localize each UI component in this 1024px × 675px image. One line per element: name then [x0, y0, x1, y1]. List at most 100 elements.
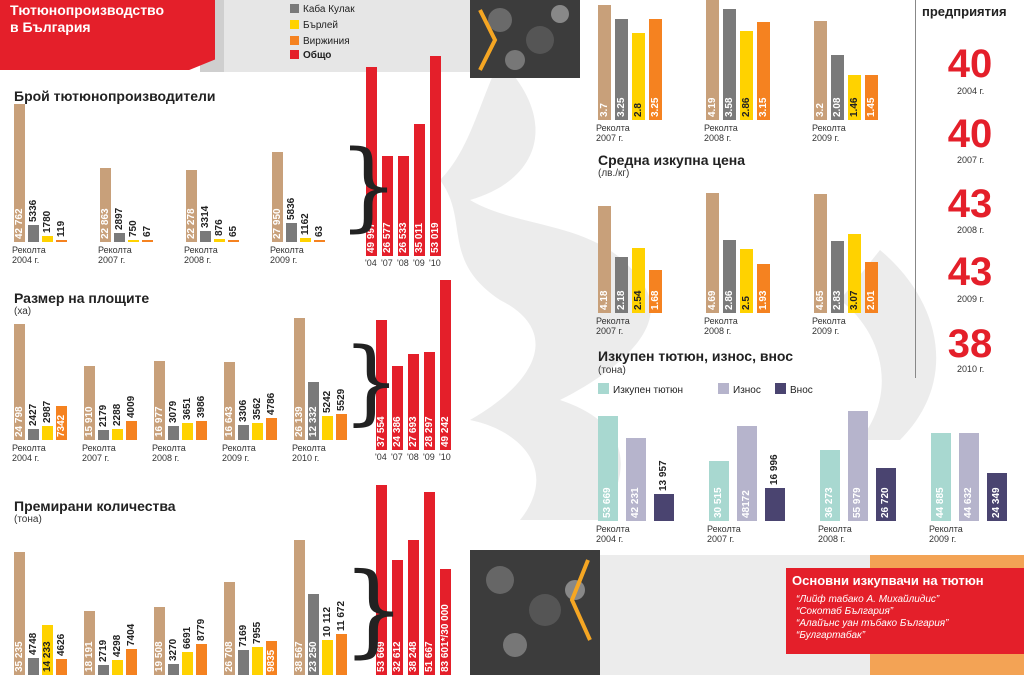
- enterprise-year: 2009 г.: [957, 294, 985, 304]
- category-line: Реколта: [929, 524, 963, 534]
- value-label: 2.83: [831, 290, 843, 310]
- value-label: 24 798: [13, 406, 25, 437]
- value-label: 26 708: [223, 641, 235, 672]
- bar-producers_total: [430, 56, 441, 256]
- value-label: 2719: [97, 640, 109, 663]
- bar-trade-import: [654, 493, 674, 521]
- category-label: Реколта 2008 г.: [704, 316, 738, 336]
- category-label: Реколта 2010 г.: [292, 443, 326, 463]
- legend-virginia: Виржиния: [290, 36, 350, 47]
- category-line: 2009 г.: [270, 255, 298, 265]
- value-label: 10 112: [321, 606, 333, 637]
- category-line: Реколта: [270, 245, 304, 255]
- value-label: 2987: [41, 400, 53, 424]
- bar-premium-burley: [112, 659, 123, 675]
- bar-areas-kaba: [98, 429, 109, 440]
- value-label: 4009: [125, 396, 137, 419]
- trade-title: Изкупен тютюн, износ, внос: [598, 348, 794, 364]
- value-label: 3562: [251, 398, 263, 421]
- bar-areas-kaba: [308, 382, 319, 440]
- value-label: 4.65: [814, 290, 826, 310]
- value-label: 2179: [97, 404, 109, 427]
- bar-trade-bought: [709, 461, 729, 521]
- bar-premium-total: [84, 611, 95, 675]
- bar-top_price-burley: [848, 74, 861, 120]
- bar-trade-import: [876, 468, 896, 521]
- bar-areas-total: [84, 365, 95, 440]
- value-label: 63: [313, 225, 325, 237]
- bar-producers-kaba: [200, 231, 211, 242]
- value-label: 26 720: [880, 487, 891, 518]
- bar-areas-burley: [252, 423, 263, 440]
- bar-areas_total: [376, 320, 387, 450]
- enterprise-count: 40: [947, 42, 993, 86]
- enterprise-count: 43: [947, 182, 993, 226]
- bar-areas_total: [408, 354, 419, 450]
- value-label: 83 601*/30 000: [439, 604, 451, 672]
- buyers-list: “Лийф табако А. Михайлидис” “Сокотаб Бъл…: [796, 594, 948, 642]
- bar-premium-burley: [42, 625, 53, 675]
- category-line: 2009 г.: [929, 534, 957, 544]
- value-label: 2.08: [831, 97, 843, 117]
- category-label: '04: [375, 452, 387, 462]
- bar-trade-bought: [931, 432, 951, 521]
- title-banner: Тютюнопроизводство в България: [0, 0, 215, 70]
- value-label: 36 273: [824, 487, 835, 518]
- bar-areas-burley: [42, 426, 53, 440]
- bar-avg_price-burley: [740, 249, 753, 313]
- bar-producers-burley: [42, 236, 53, 242]
- bar-premium-virginia: [56, 658, 67, 675]
- banner-title-line2: в България: [10, 19, 91, 35]
- legend-label: Виржиния: [303, 36, 350, 47]
- bar-premium-total: [14, 551, 25, 675]
- bar-producers-virginia: [228, 240, 239, 242]
- legend-swatch: [775, 383, 786, 394]
- enterprise-year: 2008 г.: [957, 225, 985, 235]
- bar-premium-burley: [252, 647, 263, 675]
- enterprise-year: 2007 г.: [957, 155, 985, 165]
- category-line: Реколта: [184, 245, 218, 255]
- bar-top_price-burley: [632, 33, 645, 120]
- bar-areas-burley: [112, 429, 123, 440]
- bar-premium-kaba: [308, 593, 319, 675]
- value-label: 3079: [167, 400, 179, 423]
- bar-avg_price-kaba: [723, 239, 736, 313]
- value-label: 3.07: [848, 290, 860, 310]
- bar-areas-virginia: [126, 421, 137, 440]
- buyer-name: “Сокотаб България”: [796, 606, 894, 617]
- value-label: 44 885: [935, 487, 946, 518]
- category-label: '10: [429, 258, 441, 268]
- category-label: Реколта 2004 г.: [12, 443, 46, 463]
- legend-total: Общо: [290, 50, 331, 61]
- value-label: 26 533: [397, 222, 409, 253]
- bar-premium-burley: [322, 639, 333, 675]
- bar-producers-kaba: [114, 232, 125, 242]
- category-line: Реколта: [12, 245, 46, 255]
- value-label: 7169: [237, 624, 249, 647]
- areas-unit: (ха): [14, 306, 32, 317]
- smoke-decoration: [440, 60, 937, 520]
- category-label: Реколта 2007 г.: [707, 524, 741, 544]
- bar-producers-total: [14, 104, 25, 242]
- bar-avg_price-virginia: [865, 261, 878, 313]
- bar-premium-virginia: [126, 649, 137, 675]
- value-label: 53 669: [602, 487, 613, 518]
- value-label: 16 643: [223, 406, 235, 437]
- legend-label: Износ: [733, 385, 761, 396]
- bar-premium_total: [440, 568, 451, 675]
- bar-producers-virginia: [142, 240, 153, 242]
- value-label: 30 515: [713, 487, 724, 518]
- bar-trade-bought: [820, 449, 840, 521]
- legend-label: Внос: [790, 385, 813, 396]
- category-label: Реколта 2007 г.: [82, 443, 116, 463]
- value-label: 3.25: [649, 97, 661, 117]
- value-label: 49 242: [439, 416, 451, 447]
- category-label: '09: [423, 452, 435, 462]
- category-line: Реколта: [704, 316, 738, 326]
- category-label: Реколта 2007 г.: [98, 245, 132, 265]
- bar-top_price-total: [814, 20, 827, 120]
- value-label: 2.86: [740, 97, 752, 117]
- buyers-title: Основни изкупвачи на тютюн: [792, 573, 984, 588]
- value-label: 4298: [111, 634, 123, 657]
- category-label: '10: [439, 452, 451, 462]
